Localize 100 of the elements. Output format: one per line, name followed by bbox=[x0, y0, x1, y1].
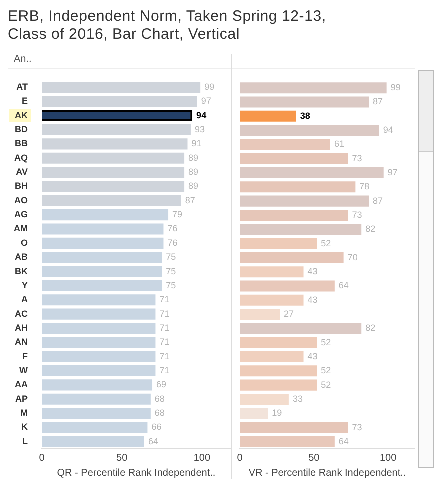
bar bbox=[42, 238, 164, 249]
data-label: 64 bbox=[338, 436, 349, 446]
bar bbox=[42, 294, 156, 306]
bar bbox=[240, 351, 304, 363]
y-tick-label: F bbox=[22, 351, 28, 362]
data-label: 71 bbox=[160, 337, 170, 348]
data-label: 66 bbox=[152, 422, 162, 432]
data-label: 71 bbox=[160, 351, 170, 362]
bar bbox=[240, 125, 380, 136]
data-label: 76 bbox=[168, 224, 178, 234]
data-label: 71 bbox=[160, 366, 170, 376]
data-label: 75 bbox=[166, 252, 176, 262]
data-label: 97 bbox=[388, 167, 398, 178]
data-label: 52 bbox=[321, 337, 332, 348]
x-axis-title: QR - Percentile Rank Independent.. bbox=[57, 468, 216, 479]
y-tick-label: AP bbox=[15, 394, 28, 404]
bar bbox=[42, 351, 156, 362]
y-tick-label: W bbox=[19, 366, 28, 376]
bar bbox=[240, 139, 330, 150]
y-tick-label: AN bbox=[14, 337, 28, 348]
bar bbox=[240, 408, 268, 420]
y-tick-label: O bbox=[20, 238, 28, 248]
data-label: 91 bbox=[192, 138, 202, 149]
bar bbox=[42, 394, 151, 405]
bar bbox=[240, 337, 318, 348]
bar bbox=[42, 380, 153, 391]
bar bbox=[42, 408, 151, 420]
bar bbox=[240, 96, 370, 108]
bar bbox=[42, 224, 164, 235]
bar bbox=[240, 266, 304, 278]
data-label: 70 bbox=[348, 252, 358, 262]
y-tick-label: L bbox=[22, 436, 28, 446]
data-label: 78 bbox=[360, 182, 370, 192]
data-label: 93 bbox=[194, 124, 205, 135]
x-tick-label: 0 bbox=[39, 452, 46, 464]
bar bbox=[42, 124, 191, 136]
y-tick-label: AA bbox=[14, 380, 28, 390]
data-label: 82 bbox=[366, 224, 376, 234]
bar bbox=[42, 152, 185, 164]
data-label: 69 bbox=[156, 380, 167, 390]
data-label: 97 bbox=[201, 96, 212, 106]
y-tick-label: BD bbox=[14, 124, 28, 135]
data-label: 43 bbox=[308, 294, 318, 305]
data-label: 82 bbox=[366, 323, 376, 334]
y-tick-label: AH bbox=[14, 322, 28, 333]
bar bbox=[240, 238, 318, 250]
bar bbox=[42, 138, 188, 150]
bar bbox=[240, 110, 296, 122]
data-label: 64 bbox=[148, 436, 159, 446]
data-label: 19 bbox=[272, 408, 282, 418]
bar bbox=[42, 308, 156, 320]
data-label: 73 bbox=[352, 210, 362, 220]
x-tick-label: 100 bbox=[194, 452, 211, 464]
data-label: 94 bbox=[196, 110, 207, 120]
data-label: 52 bbox=[321, 380, 332, 390]
y-tick-label: BB bbox=[14, 138, 28, 149]
bar bbox=[42, 167, 185, 178]
bar bbox=[240, 167, 384, 179]
data-label: 52 bbox=[321, 366, 332, 376]
bar bbox=[240, 82, 387, 94]
bar bbox=[240, 309, 280, 320]
data-label: 89 bbox=[188, 152, 199, 163]
bar bbox=[240, 380, 318, 391]
data-label: 61 bbox=[334, 139, 344, 150]
bar bbox=[42, 195, 182, 206]
data-label: 68 bbox=[154, 394, 165, 404]
bar bbox=[42, 322, 156, 334]
bar bbox=[42, 337, 156, 348]
bar bbox=[240, 210, 348, 221]
bar bbox=[42, 82, 201, 94]
bar bbox=[240, 436, 335, 448]
y-tick-label: AT bbox=[16, 82, 28, 92]
data-label: 87 bbox=[373, 196, 384, 206]
data-label: 33 bbox=[292, 394, 303, 404]
y-tick-label: K bbox=[21, 422, 28, 432]
data-label: 71 bbox=[160, 322, 170, 333]
bar bbox=[240, 280, 335, 292]
data-label: 99 bbox=[204, 82, 215, 92]
y-tick-label: M bbox=[20, 408, 28, 418]
data-label: 75 bbox=[166, 280, 176, 290]
x-tick-label: 0 bbox=[237, 452, 244, 464]
y-tick-label: AC bbox=[14, 308, 28, 319]
data-label: 76 bbox=[168, 238, 178, 248]
x-axis-title: VR - Percentile Rank Independent.. bbox=[248, 468, 406, 479]
data-label: 94 bbox=[383, 125, 394, 136]
y-tick-label: Y bbox=[22, 280, 28, 290]
bar bbox=[240, 422, 348, 434]
bar bbox=[42, 266, 162, 278]
data-label: 87 bbox=[185, 195, 196, 206]
bar bbox=[240, 252, 344, 264]
y-tick-label: BH bbox=[14, 181, 28, 192]
bar bbox=[42, 252, 162, 264]
data-label: 64 bbox=[338, 280, 349, 291]
bar bbox=[240, 224, 362, 236]
data-label: 43 bbox=[308, 266, 318, 277]
bar bbox=[240, 323, 362, 334]
y-tick-label: AO bbox=[14, 195, 28, 206]
bar bbox=[240, 182, 356, 193]
data-label: 38 bbox=[300, 110, 310, 121]
data-label: 87 bbox=[373, 96, 384, 107]
